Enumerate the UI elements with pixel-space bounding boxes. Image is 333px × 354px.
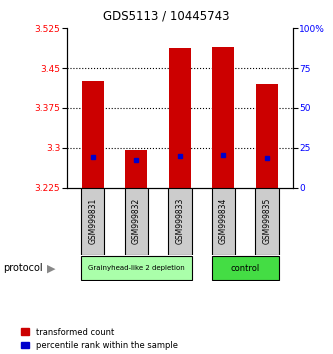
FancyBboxPatch shape xyxy=(81,188,105,255)
Text: GSM999832: GSM999832 xyxy=(132,198,141,244)
Text: GSM999833: GSM999833 xyxy=(175,198,184,245)
Text: GSM999834: GSM999834 xyxy=(219,198,228,245)
Text: control: control xyxy=(230,264,260,273)
FancyBboxPatch shape xyxy=(168,188,191,255)
Text: GSM999831: GSM999831 xyxy=(88,198,97,244)
Bar xyxy=(82,81,104,188)
FancyBboxPatch shape xyxy=(255,188,279,255)
Text: Grainyhead-like 2 depletion: Grainyhead-like 2 depletion xyxy=(88,265,185,271)
FancyBboxPatch shape xyxy=(211,256,279,280)
Bar xyxy=(212,47,234,188)
Text: ▶: ▶ xyxy=(47,263,56,273)
FancyBboxPatch shape xyxy=(211,188,235,255)
FancyBboxPatch shape xyxy=(125,188,148,255)
Bar xyxy=(126,150,147,188)
Legend: transformed count, percentile rank within the sample: transformed count, percentile rank withi… xyxy=(21,328,178,350)
Bar xyxy=(256,84,278,188)
Bar xyxy=(169,48,191,188)
Text: GDS5113 / 10445743: GDS5113 / 10445743 xyxy=(103,10,230,22)
FancyBboxPatch shape xyxy=(81,256,191,280)
Text: protocol: protocol xyxy=(3,263,43,273)
Text: GSM999835: GSM999835 xyxy=(262,198,271,245)
